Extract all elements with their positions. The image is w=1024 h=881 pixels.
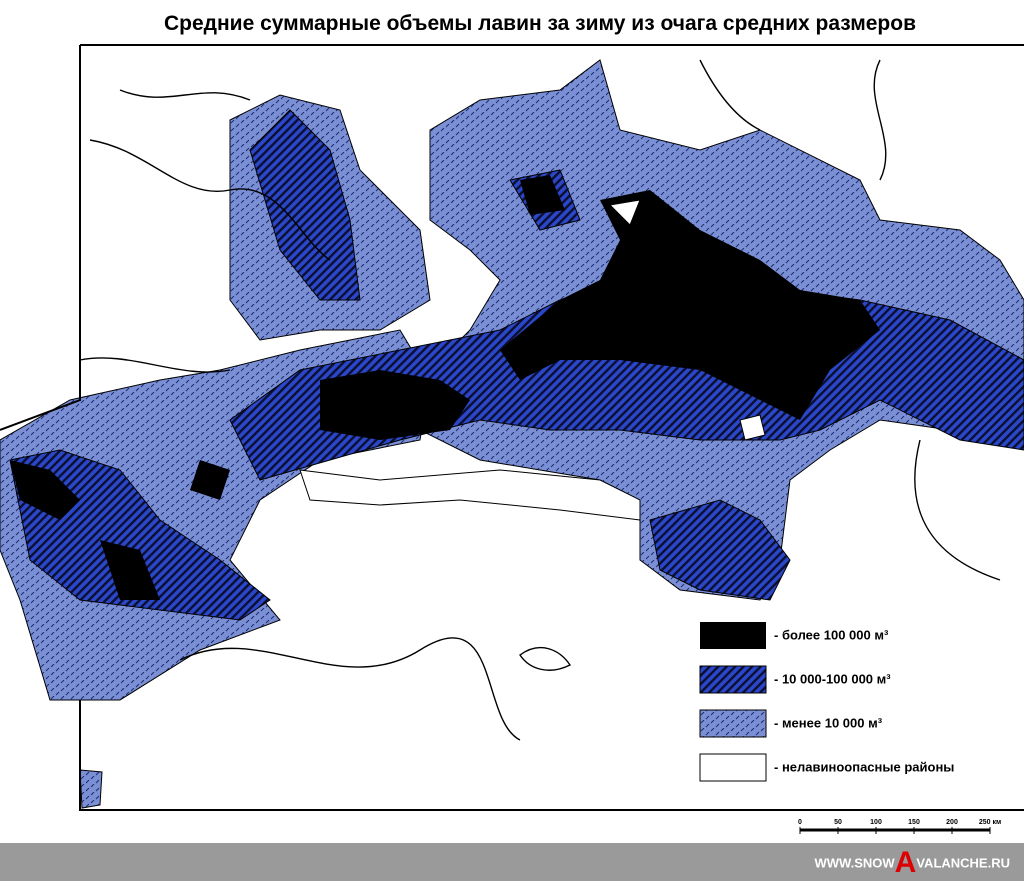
footer-letter: A xyxy=(895,846,917,879)
river xyxy=(699,59,887,181)
footer-bar xyxy=(0,843,1024,881)
scale-label: 200 xyxy=(946,819,958,826)
region-none xyxy=(739,414,766,441)
rivers xyxy=(79,59,1001,741)
legend-label: - менее 10 000 м³ xyxy=(774,715,883,730)
map-frame xyxy=(0,44,1024,811)
region-high xyxy=(100,540,160,600)
region-low xyxy=(79,769,103,809)
legend: - более 100 000 м³ - 10 000-100 000 м³ -… xyxy=(699,622,954,782)
scale-label: 250 км xyxy=(979,819,1001,826)
region-high xyxy=(10,460,80,520)
scale-label: 0 xyxy=(798,819,802,826)
river xyxy=(519,646,572,671)
title: Средние суммарные объемы лавин за зиму и… xyxy=(164,12,916,35)
legend-swatch xyxy=(699,709,767,738)
footer-link[interactable]: WWW.SNOWAVALANCHE.RU xyxy=(815,846,1010,879)
region-high xyxy=(520,175,565,215)
region-mid xyxy=(9,449,271,621)
region-high xyxy=(190,460,230,500)
region-mid xyxy=(649,499,791,601)
river xyxy=(79,357,231,373)
scale-label: 150 xyxy=(908,819,920,826)
region-none xyxy=(299,469,641,521)
legend-label: - нелавиноопасные районы xyxy=(774,759,954,774)
region-high xyxy=(500,190,880,420)
legend-swatch xyxy=(699,753,767,782)
scale-bar: 0 50 100 150 200 250 км xyxy=(798,819,1001,834)
region-mid xyxy=(249,109,361,301)
legend-label: - 10 000-100 000 м³ xyxy=(774,671,891,686)
river xyxy=(89,139,331,261)
footer-suffix: VALANCHE.RU xyxy=(916,855,1010,870)
river xyxy=(119,89,251,101)
footer-prefix: WWW.SNOW xyxy=(815,855,896,870)
legend-swatch xyxy=(700,622,766,649)
river xyxy=(179,439,1001,741)
scale-label: 100 xyxy=(870,819,882,826)
legend-swatch xyxy=(699,665,767,694)
regions xyxy=(0,59,1024,809)
scale-label: 50 xyxy=(834,819,842,826)
region-high xyxy=(320,370,470,440)
legend-label: - более 100 000 м³ xyxy=(774,627,889,642)
region-none xyxy=(608,199,641,226)
